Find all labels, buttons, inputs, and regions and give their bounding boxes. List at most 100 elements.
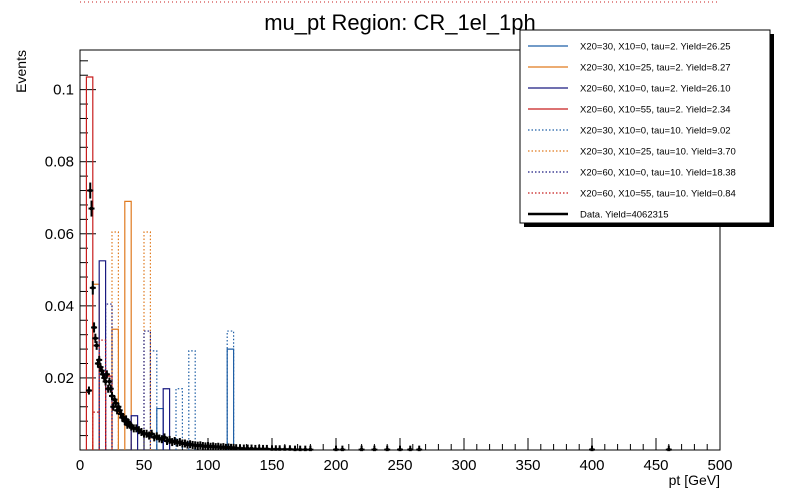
plot-area: 0 50 100 150 200 250 300 350 400 450 500 0.02 0.04 0.… [45,49,733,474]
data-point [293,448,297,452]
legend-label: X20=60, X10=55, tau=10. Yield=0.84 [580,189,736,200]
data-point [116,405,120,409]
data-point [91,286,95,290]
data-point [360,448,364,452]
data-point [124,417,128,421]
data-point [147,434,151,438]
data-point [234,446,238,450]
data-point [97,358,101,362]
y-tick-label: 0.08 [45,154,74,171]
data-point [129,425,133,429]
data-point [122,416,126,420]
legend-label: X20=60, X10=0, tau=10. Yield=18.38 [580,168,736,179]
data-point [119,412,123,416]
y-tick-label: 0.06 [45,226,74,243]
data-point [178,440,182,444]
histogram-bin [188,350,196,450]
x-tick-label: 500 [707,457,732,474]
data-point [128,423,132,427]
data-point [278,447,282,451]
data-point [250,447,254,451]
data-point [288,447,292,451]
data-point [101,372,105,376]
data-point [98,365,102,369]
data-point [118,408,122,412]
data-point [173,439,177,443]
data-point [139,430,143,434]
data-point [261,447,265,451]
legend: X20=30, X10=0, tau=2. Yield=26.25 X20=30,… [519,29,774,227]
data-point [90,207,94,211]
data-point [88,189,92,193]
data-point [385,448,389,452]
data-point [242,447,246,451]
data-point [96,362,100,366]
data-point [107,380,111,384]
series-layer [85,76,235,450]
data-point [274,447,278,451]
data-point [667,448,671,452]
data-point [238,446,242,450]
histogram-bin [143,231,151,450]
histogram-bin [162,388,171,450]
y-tick-label: 0.02 [45,370,74,387]
histogram-bin [92,411,100,450]
legend-label: X20=30, X10=25, tau=10. Yield=3.70 [580,147,736,158]
data-point [109,387,113,391]
legend-label: X20=30, X10=0, tau=2. Yield=26.25 [580,42,731,53]
data-point [150,432,154,436]
data-point [408,448,412,452]
data-point [92,325,96,329]
data-point [257,447,261,451]
legend-label: Data. Yield=4062315 [580,210,668,221]
histogram-bin [98,260,107,450]
data-point [165,439,169,443]
data-point [145,432,149,436]
data-point [160,437,164,441]
data-point [162,435,166,439]
data-point [100,369,104,373]
data-point [246,447,250,451]
data-point [127,421,131,425]
x-tick-label: 0 [76,457,84,474]
histogram-bin [98,339,107,450]
y-axis-label: Events [13,50,29,93]
data-point [105,372,109,376]
data-point [270,447,274,451]
data-point [93,336,97,340]
x-tick-label: 300 [451,457,476,474]
data-point [134,426,138,430]
data-point [95,343,99,347]
x-tick-label: 400 [579,457,604,474]
data-point [110,394,114,398]
histogram-bin [124,200,132,450]
data-point [283,447,287,451]
data-point [183,442,187,446]
data-point [298,448,302,452]
x-tick-label: 100 [195,457,220,474]
axis-ticks: 0 50 100 150 200 250 300 350 400 450 500 0.02 0.04 0.… [45,60,733,474]
data-point [340,448,344,452]
data-point [113,398,117,402]
data-point [170,440,174,444]
data-point [168,438,172,442]
legend-entries: X20=30, X10=0, tau=2. Yield=26.25 X20=30,… [528,42,736,221]
histogram-bin [130,415,139,450]
data-point [417,448,421,452]
chart-title: mu_pt Region: CR_1el_1ph [264,10,536,35]
x-tick-label: 450 [643,457,668,474]
data-point [372,448,376,452]
legend-label: X20=60, X10=55, tau=2. Yield=2.34 [580,105,731,116]
x-tick-label: 350 [515,457,540,474]
data-point [104,380,108,384]
data-point [102,376,106,380]
legend-label: X20=60, X10=0, tau=2. Yield=26.10 [580,84,731,95]
data-point [123,419,127,423]
histogram-bin [111,231,119,450]
x-tick-label: 150 [259,457,284,474]
data-point [155,434,159,438]
data-point [152,435,156,439]
data-point [253,447,257,451]
data-points-layer [85,182,672,452]
x-axis-label: pt [GeV] [669,472,720,488]
